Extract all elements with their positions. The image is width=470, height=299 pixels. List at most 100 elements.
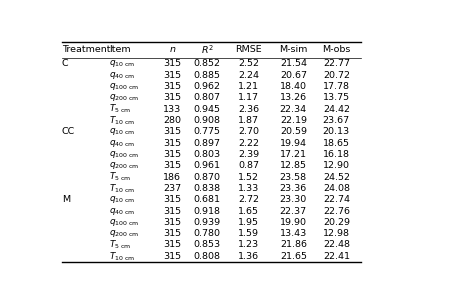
Text: 0.681: 0.681 [194, 195, 221, 204]
Text: 20.59: 20.59 [280, 127, 307, 136]
Text: 2.52: 2.52 [238, 60, 259, 68]
Text: 2.72: 2.72 [238, 195, 259, 204]
Text: $T_{5\ \mathregular{cm}}$: $T_{5\ \mathregular{cm}}$ [109, 171, 131, 183]
Text: 315: 315 [164, 207, 181, 216]
Text: $q_{10\ \mathregular{cm}}$: $q_{10\ \mathregular{cm}}$ [109, 126, 135, 137]
Text: 0.885: 0.885 [194, 71, 221, 80]
Text: 2.39: 2.39 [238, 150, 259, 159]
Text: 20.29: 20.29 [323, 218, 350, 227]
Text: 0.780: 0.780 [194, 229, 221, 238]
Text: 1.23: 1.23 [238, 240, 259, 249]
Text: 0.939: 0.939 [194, 218, 221, 227]
Text: M-sim: M-sim [279, 45, 307, 54]
Text: M: M [62, 195, 70, 204]
Text: 0.918: 0.918 [194, 207, 221, 216]
Text: 0.962: 0.962 [194, 82, 221, 91]
Text: $q_{10\ \mathregular{cm}}$: $q_{10\ \mathregular{cm}}$ [109, 58, 135, 69]
Text: 315: 315 [164, 161, 181, 170]
Text: $T_{10\ \mathregular{cm}}$: $T_{10\ \mathregular{cm}}$ [109, 182, 135, 195]
Text: 133: 133 [163, 105, 181, 114]
Text: 24.42: 24.42 [323, 105, 350, 114]
Text: 0.853: 0.853 [194, 240, 221, 249]
Text: $q_{40\ \mathregular{cm}}$: $q_{40\ \mathregular{cm}}$ [109, 138, 135, 149]
Text: 12.85: 12.85 [280, 161, 307, 170]
Text: 315: 315 [164, 229, 181, 238]
Text: 0.838: 0.838 [194, 184, 221, 193]
Text: 2.70: 2.70 [238, 127, 259, 136]
Text: 13.43: 13.43 [280, 229, 307, 238]
Text: $q_{200\ \mathregular{cm}}$: $q_{200\ \mathregular{cm}}$ [109, 228, 140, 239]
Text: Item: Item [109, 45, 131, 54]
Text: 12.98: 12.98 [323, 229, 350, 238]
Text: $q_{100\ \mathregular{cm}}$: $q_{100\ \mathregular{cm}}$ [109, 81, 140, 92]
Text: 13.75: 13.75 [323, 93, 350, 102]
Text: 23.36: 23.36 [280, 184, 307, 193]
Text: 0.870: 0.870 [194, 173, 221, 181]
Text: 315: 315 [164, 150, 181, 159]
Text: $T_{5\ \mathregular{cm}}$: $T_{5\ \mathregular{cm}}$ [109, 239, 131, 251]
Text: 0.87: 0.87 [238, 161, 259, 170]
Text: $n$: $n$ [169, 45, 176, 54]
Text: 315: 315 [164, 240, 181, 249]
Text: 0.852: 0.852 [194, 60, 221, 68]
Text: RMSE: RMSE [235, 45, 262, 54]
Text: 315: 315 [164, 195, 181, 204]
Text: 21.86: 21.86 [280, 240, 307, 249]
Text: 18.65: 18.65 [323, 139, 350, 148]
Text: 315: 315 [164, 252, 181, 261]
Text: 315: 315 [164, 71, 181, 80]
Text: 0.897: 0.897 [194, 139, 221, 148]
Text: $q_{100\ \mathregular{cm}}$: $q_{100\ \mathregular{cm}}$ [109, 217, 140, 228]
Text: 1.36: 1.36 [238, 252, 259, 261]
Text: 315: 315 [164, 82, 181, 91]
Text: 22.76: 22.76 [323, 207, 350, 216]
Text: 1.21: 1.21 [238, 82, 259, 91]
Text: 18.40: 18.40 [280, 82, 307, 91]
Text: 2.22: 2.22 [238, 139, 259, 148]
Text: 17.78: 17.78 [323, 82, 350, 91]
Text: 19.94: 19.94 [280, 139, 307, 148]
Text: 315: 315 [164, 218, 181, 227]
Text: 1.65: 1.65 [238, 207, 259, 216]
Text: 315: 315 [164, 127, 181, 136]
Text: 22.74: 22.74 [323, 195, 350, 204]
Text: $T_{5\ \mathregular{cm}}$: $T_{5\ \mathregular{cm}}$ [109, 103, 131, 115]
Text: 17.21: 17.21 [280, 150, 307, 159]
Text: 20.13: 20.13 [323, 127, 350, 136]
Text: Treatment: Treatment [62, 45, 110, 54]
Text: $q_{10\ \mathregular{cm}}$: $q_{10\ \mathregular{cm}}$ [109, 194, 135, 205]
Text: $q_{200\ \mathregular{cm}}$: $q_{200\ \mathregular{cm}}$ [109, 92, 140, 103]
Text: 12.90: 12.90 [323, 161, 350, 170]
Text: 23.67: 23.67 [323, 116, 350, 125]
Text: M-obs: M-obs [322, 45, 351, 54]
Text: 0.908: 0.908 [194, 116, 221, 125]
Text: 186: 186 [164, 173, 181, 181]
Text: 16.18: 16.18 [323, 150, 350, 159]
Text: 1.87: 1.87 [238, 116, 259, 125]
Text: 315: 315 [164, 93, 181, 102]
Text: $q_{100\ \mathregular{cm}}$: $q_{100\ \mathregular{cm}}$ [109, 149, 140, 160]
Text: 2.24: 2.24 [238, 71, 259, 80]
Text: 315: 315 [164, 139, 181, 148]
Text: $T_{10\ \mathregular{cm}}$: $T_{10\ \mathregular{cm}}$ [109, 114, 135, 127]
Text: 1.95: 1.95 [238, 218, 259, 227]
Text: 20.67: 20.67 [280, 71, 307, 80]
Text: 1.17: 1.17 [238, 93, 259, 102]
Text: 23.58: 23.58 [280, 173, 307, 181]
Text: 0.775: 0.775 [194, 127, 221, 136]
Text: 0.803: 0.803 [194, 150, 221, 159]
Text: 22.19: 22.19 [280, 116, 307, 125]
Text: 19.90: 19.90 [280, 218, 307, 227]
Text: 21.54: 21.54 [280, 60, 307, 68]
Text: 23.30: 23.30 [280, 195, 307, 204]
Text: 0.807: 0.807 [194, 93, 221, 102]
Text: 22.37: 22.37 [280, 207, 307, 216]
Text: 280: 280 [164, 116, 181, 125]
Text: C: C [62, 60, 68, 68]
Text: 0.961: 0.961 [194, 161, 221, 170]
Text: 315: 315 [164, 60, 181, 68]
Text: 22.77: 22.77 [323, 60, 350, 68]
Text: 1.33: 1.33 [238, 184, 259, 193]
Text: 20.72: 20.72 [323, 71, 350, 80]
Text: 1.59: 1.59 [238, 229, 259, 238]
